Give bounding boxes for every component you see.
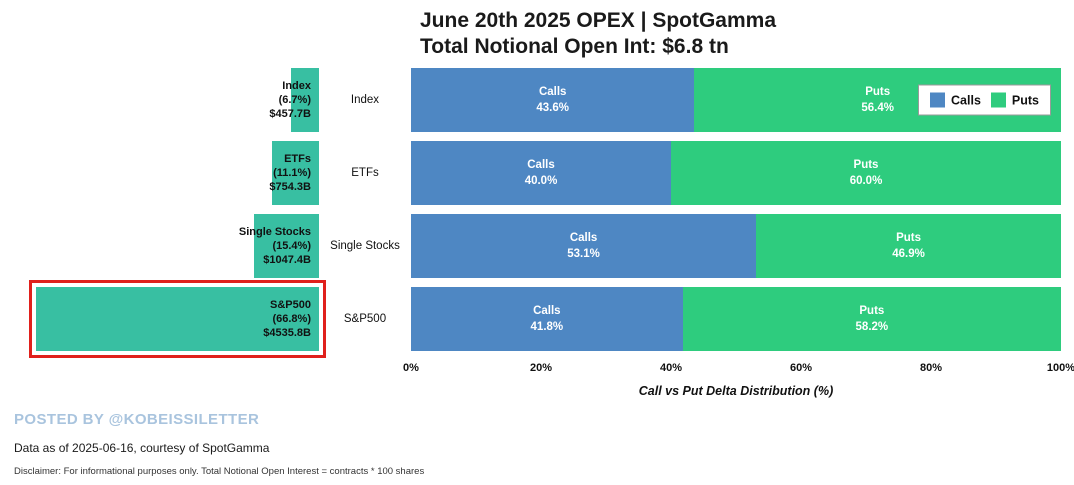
data-source-note: Data as of 2025-06-16, courtesy of SpotG… — [14, 441, 270, 455]
puts-segment-name: Puts — [853, 159, 879, 171]
puts-segment: Puts 58.2% — [682, 287, 1061, 351]
legend-item-calls: Calls — [930, 92, 981, 108]
puts-segment-pct: 46.9% — [892, 248, 925, 260]
puts-segment: Puts 60.0% — [671, 141, 1061, 205]
calls-segment-pct: 41.8% — [530, 321, 564, 333]
category-label: Index — [350, 94, 380, 106]
chart-row-index: Index (6.7%) $457.7B Index Calls 43.6% P… — [36, 68, 1061, 132]
notional-bar — [253, 214, 319, 278]
delta-bar: Calls 43.6% Puts 56.4% Calls — [411, 68, 1061, 132]
notional-bar — [290, 68, 319, 132]
x-axis: 0% 20% 40% 60% 80% 100% — [403, 362, 1074, 377]
calls-swatch-icon — [930, 92, 946, 108]
notional-category: Single Stocks — [238, 226, 311, 238]
x-tick: 20% — [529, 362, 553, 374]
legend-calls-label: Calls — [951, 93, 981, 107]
notional-share-pct: (66.8%) — [272, 313, 311, 325]
chart-body: Index (6.7%) $457.7B Index Calls 43.6% P… — [29, 68, 1074, 398]
puts-segment-name: Puts — [865, 86, 891, 98]
puts-segment-name: Puts — [859, 305, 885, 317]
category-label: ETFs — [351, 167, 379, 179]
x-axis-label: Call vs Put Delta Distribution (%) — [638, 384, 834, 398]
notional-share-pct: (11.1%) — [273, 167, 311, 179]
notional-value: $1047.4B — [263, 254, 311, 266]
puts-segment: Puts 46.9% — [756, 214, 1061, 278]
notional-category: ETFs — [284, 153, 311, 165]
legend-item-puts: Puts — [990, 92, 1039, 108]
chart-row-etfs: ETFs (11.1%) $754.3B ETFs Calls 40.0% Pu… — [36, 141, 1061, 205]
delta-bar: Calls 41.8% Puts 58.2% — [411, 287, 1061, 351]
x-tick: 0% — [403, 362, 419, 374]
notional-category: Index — [282, 80, 311, 92]
notional-bar-track: ETFs (11.1%) $754.3B — [36, 141, 319, 205]
x-tick: 100% — [1046, 362, 1074, 374]
chart-subtitle: Total Notional Open Int: $6.8 tn — [420, 35, 729, 58]
legend-puts-label: Puts — [1011, 93, 1039, 107]
notional-category: S&P500 — [270, 299, 311, 311]
notional-share-pct: (6.7%) — [278, 94, 311, 106]
category-label: Single Stocks — [330, 240, 400, 252]
calls-segment: Calls 41.8% — [411, 287, 683, 351]
notional-bar-label: Index (6.7%) $457.7B — [269, 79, 311, 121]
delta-bar: Calls 53.1% Puts 46.9% — [411, 214, 1061, 278]
calls-segment-name: Calls — [533, 305, 561, 317]
x-tick: 80% — [919, 362, 943, 374]
notional-value: $754.3B — [269, 181, 311, 193]
footer: POSTED BY @KOBEISSILETTER Data as of 202… — [14, 411, 424, 477]
notional-bar — [271, 141, 319, 205]
notional-share-pct: (15.4%) — [272, 240, 311, 252]
puts-segment-pct: 56.4% — [861, 102, 894, 114]
chart-rows: Index (6.7%) $457.7B Index Calls 43.6% P… — [29, 68, 1061, 358]
calls-segment-pct: 40.0% — [524, 175, 558, 187]
notional-value: $4535.8B — [263, 327, 311, 339]
puts-segment-pct: 58.2% — [855, 321, 889, 333]
notional-bar-track: Index (6.7%) $457.7B — [36, 68, 319, 132]
notional-bar-label: S&P500 (66.8%) $4535.8B — [263, 298, 311, 340]
chart-row-single-stocks: Single Stocks (15.4%) $1047.4B Single St… — [36, 214, 1061, 278]
calls-segment-name: Calls — [527, 159, 555, 171]
puts-swatch-icon — [990, 92, 1006, 108]
calls-segment-name: Calls — [538, 86, 567, 98]
puts-segment-name: Puts — [896, 232, 922, 244]
notional-bar-label: Single Stocks (15.4%) $1047.4B — [239, 225, 311, 267]
notional-value: $457.7B — [269, 108, 311, 120]
notional-bar-track-highlighted: S&P500 (66.8%) $4535.8B — [29, 280, 326, 358]
notional-bar — [36, 287, 319, 351]
disclaimer-text: Disclaimer: For informational purposes o… — [14, 466, 425, 477]
delta-bar: Calls 40.0% Puts 60.0% — [411, 141, 1061, 205]
puts-segment-pct: 60.0% — [849, 175, 883, 187]
chart-title-block: June 20th 2025 OPEX | SpotGamma Total No… — [420, 8, 776, 60]
calls-segment-pct: 53.1% — [567, 248, 600, 260]
chart-row-sp500: S&P500 (66.8%) $4535.8B S&P500 Calls 41.… — [29, 280, 1061, 358]
calls-segment: Calls 53.1% — [411, 214, 757, 278]
chart-legend: Calls Puts — [918, 84, 1051, 116]
category-label: S&P500 — [343, 313, 387, 325]
x-tick: 60% — [789, 362, 813, 374]
chart-title: June 20th 2025 OPEX | SpotGamma — [420, 9, 777, 32]
x-tick: 40% — [659, 362, 683, 374]
calls-segment-name: Calls — [569, 232, 598, 244]
calls-segment: Calls 40.0% — [411, 141, 671, 205]
calls-segment: Calls 43.6% — [411, 68, 695, 132]
notional-bar-label: ETFs (11.1%) $754.3B — [269, 152, 311, 194]
notional-bar-track: Single Stocks (15.4%) $1047.4B — [36, 214, 319, 278]
calls-segment-pct: 43.6% — [536, 102, 569, 114]
posted-by-credit: POSTED BY @KOBEISSILETTER — [14, 411, 260, 428]
